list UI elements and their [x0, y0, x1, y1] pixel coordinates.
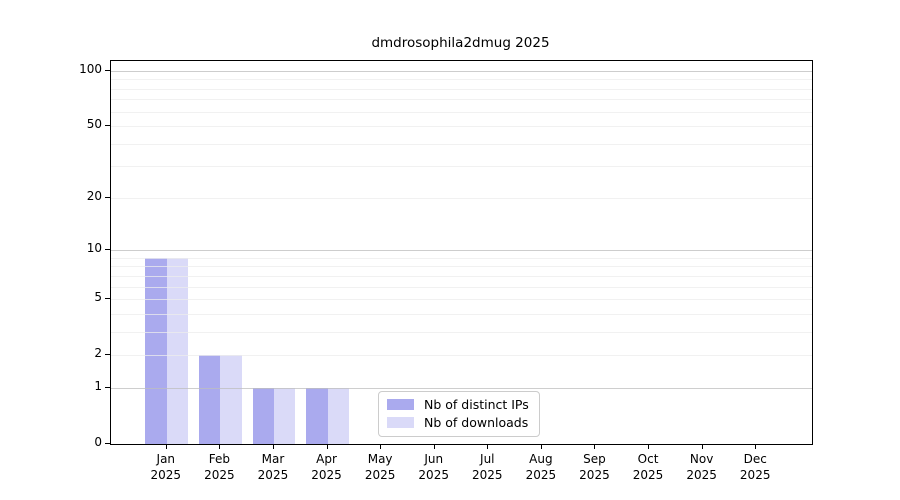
x-tick-label: May 2025 — [364, 452, 396, 483]
x-tick-label: Apr 2025 — [311, 452, 342, 483]
y-tick-label: 1 — [94, 378, 102, 393]
x-tick-label: Oct 2025 — [632, 452, 664, 483]
y-gridline-minor — [111, 275, 812, 277]
x-tick — [326, 445, 328, 449]
x-tick-label: Jul 2025 — [472, 452, 503, 483]
x-tick-label: Mar 2025 — [257, 452, 289, 483]
y-gridline-minor — [111, 126, 812, 128]
x-tick-label: Dec 2025 — [739, 452, 771, 483]
y-tick-label: 2 — [94, 346, 102, 361]
bar-downloads-feb — [220, 355, 242, 444]
y-tick — [105, 196, 110, 198]
y-tick-label: 5 — [94, 290, 102, 305]
bar-downloads-jan — [166, 257, 189, 444]
y-gridline-minor — [111, 143, 812, 145]
y-gridline-minor — [111, 331, 812, 333]
bar-distinct-ips-apr — [306, 387, 328, 444]
grid-layer — [111, 61, 812, 444]
y-tick — [105, 443, 110, 444]
y-gridline-minor — [111, 313, 812, 315]
x-tick — [540, 445, 542, 449]
y-tick — [105, 298, 110, 300]
legend-label-downloads: Nb of downloads — [424, 415, 529, 430]
x-tick — [219, 445, 221, 449]
x-tick — [755, 445, 757, 449]
y-gridline-major — [111, 250, 812, 252]
y-tick — [105, 69, 110, 71]
bars-layer — [111, 61, 812, 444]
bar-distinct-ips-mar — [252, 387, 274, 444]
y-tick — [105, 125, 110, 127]
y-tick — [105, 354, 110, 356]
legend-row-distinct-ips: Nb of distinct IPs — [387, 397, 529, 412]
x-tick — [701, 445, 703, 449]
y-tick-label: 20 — [86, 188, 102, 203]
y-tick-label: 50 — [86, 117, 102, 132]
y-gridline-minor — [111, 99, 812, 101]
y-tick — [105, 249, 110, 251]
x-tick — [380, 445, 382, 449]
legend: Nb of distinct IPs Nb of downloads — [378, 391, 540, 437]
x-tick — [433, 445, 435, 449]
y-gridline-minor — [111, 355, 812, 357]
x-tick-label: Feb 2025 — [204, 452, 235, 483]
y-gridline-minor — [111, 286, 812, 288]
x-tick-label: Sep 2025 — [579, 452, 610, 483]
y-tick-label: 10 — [86, 241, 102, 256]
x-tick — [594, 445, 596, 449]
x-tick-label: Nov 2025 — [686, 452, 717, 483]
x-tick-label: Jun 2025 — [418, 452, 449, 483]
y-gridline-major — [111, 70, 812, 72]
x-tick — [648, 445, 650, 449]
x-tick — [165, 445, 167, 449]
y-gridline-minor — [111, 197, 812, 199]
chart-title: dmdrosophila2dmug 2025 — [371, 35, 550, 51]
y-gridline-minor — [111, 79, 812, 81]
x-tick — [487, 445, 489, 449]
y-gridline-minor — [111, 299, 812, 301]
bar-downloads-apr — [327, 387, 349, 444]
y-gridline-minor — [111, 257, 812, 259]
bar-downloads-mar — [273, 387, 296, 444]
legend-swatch-distinct-ips — [387, 399, 414, 410]
plot-area — [110, 60, 813, 445]
legend-swatch-downloads — [387, 417, 414, 428]
y-gridline-minor — [111, 166, 812, 168]
y-tick — [105, 386, 110, 388]
y-gridline-minor — [111, 266, 812, 268]
x-tick-label: Aug 2025 — [525, 452, 557, 483]
y-tick-label: 100 — [79, 61, 102, 76]
legend-label-distinct-ips: Nb of distinct IPs — [424, 397, 529, 412]
y-tick-label: 0 — [94, 435, 102, 449]
x-tick-label: Jan 2025 — [150, 452, 182, 483]
legend-row-downloads: Nb of downloads — [387, 415, 529, 430]
bar-distinct-ips-jan — [145, 257, 167, 444]
x-tick — [272, 445, 274, 449]
bar-distinct-ips-feb — [198, 355, 221, 444]
y-gridline-minor — [111, 88, 812, 90]
y-gridline-minor — [111, 111, 812, 113]
y-gridline-major — [111, 387, 812, 389]
